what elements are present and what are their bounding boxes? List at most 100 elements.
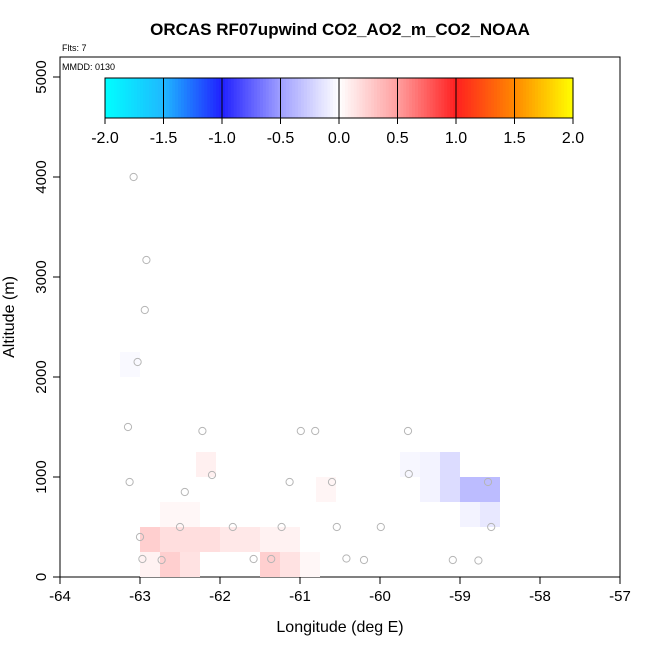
colorbar-segment xyxy=(260,78,264,118)
colorbar-segment xyxy=(324,78,328,118)
y-axis-label: Altitude (m) xyxy=(1,276,18,358)
colorbar-segment xyxy=(227,78,232,118)
colorbar-segment xyxy=(438,78,442,118)
colorbar-segment xyxy=(330,78,334,118)
colorbar-segment xyxy=(178,78,182,118)
colorbar-segment xyxy=(157,78,162,118)
colorbar-segment xyxy=(298,78,302,118)
colorbar-segment xyxy=(558,78,562,118)
y-axis: 0 1000 2000 3000 4000 5000 xyxy=(33,60,60,581)
colorbar-tick-label: -2.0 xyxy=(91,130,119,147)
chart-title: ORCAS RF07upwind CO2_AO2_m_CO2_NOAA xyxy=(150,20,530,39)
colorbar-segment xyxy=(365,78,369,118)
heatmap-cells xyxy=(120,352,500,577)
colorbar-tick-label: 2.0 xyxy=(562,130,584,147)
colorbar-segment xyxy=(131,78,135,118)
colorbar-segment xyxy=(245,78,249,118)
x-tick-label: -60 xyxy=(369,588,391,605)
colorbar-segment xyxy=(520,78,524,118)
colorbar-segment xyxy=(423,78,428,118)
colorbar-segment xyxy=(561,78,565,118)
colorbar-tick-label: 0.5 xyxy=(386,130,408,147)
colorbar-segment xyxy=(239,78,244,118)
colorbar-segment xyxy=(356,78,361,118)
sample-point xyxy=(342,554,351,563)
colorbar-segment xyxy=(406,78,410,118)
sample-point xyxy=(175,522,185,532)
colorbar-segment xyxy=(429,78,434,118)
colorbar-tick-label: 1.5 xyxy=(503,130,525,147)
colorbar-segment xyxy=(409,78,413,118)
colorbar-segment xyxy=(467,78,472,118)
colorbar-segment xyxy=(315,78,320,118)
sample-point xyxy=(359,555,369,565)
colorbar-segment xyxy=(242,78,246,118)
colorbar-segment xyxy=(415,78,419,118)
colorbar-segment xyxy=(529,78,533,118)
colorbar-segment xyxy=(426,78,431,118)
colorbar-segment xyxy=(224,78,229,118)
heatmap-cell xyxy=(180,552,200,577)
sample-point xyxy=(135,532,145,542)
colorbar-segment xyxy=(353,78,358,118)
colorbar-segment xyxy=(110,78,115,118)
colorbar-segment xyxy=(339,78,343,118)
colorbar-segment xyxy=(400,78,404,118)
colorbar-segment xyxy=(441,78,445,118)
heatmap-cell xyxy=(160,502,200,527)
colorbar-segment xyxy=(476,78,480,118)
colorbar-segment xyxy=(318,78,323,118)
heatmap-cell xyxy=(140,527,160,552)
colorbar-segment xyxy=(540,78,545,118)
sample-point xyxy=(285,477,294,487)
x-tick-label: -64 xyxy=(49,588,71,605)
sample-point xyxy=(267,554,276,564)
sample-point xyxy=(277,522,286,532)
colorbar-segment xyxy=(137,78,141,118)
colorbar-segment xyxy=(210,78,214,118)
colorbar-segment xyxy=(456,78,460,118)
colorbar-segment xyxy=(312,78,317,118)
colorbar-segment xyxy=(394,78,399,118)
heatmap-cell xyxy=(300,552,320,577)
colorbar-segment xyxy=(435,78,440,118)
colorbar-segment xyxy=(336,78,340,118)
colorbar-segment xyxy=(274,78,279,118)
colorbar-segment xyxy=(233,78,238,118)
colorbar-segment xyxy=(549,78,554,118)
colorbar-segment xyxy=(567,78,571,118)
heatmap-cell xyxy=(400,452,420,477)
heatmap-cell xyxy=(260,527,300,552)
colorbar-segment xyxy=(552,78,557,118)
colorbar-tick-label: -1.0 xyxy=(208,130,236,147)
colorbar-segment xyxy=(140,78,144,118)
x-axis: -64 -63 -62 -61 -60 -59 -58 -57 xyxy=(49,577,631,605)
colorbar-segment xyxy=(488,78,492,118)
colorbar-segment xyxy=(122,78,127,118)
y-tick-label: 4000 xyxy=(33,160,50,193)
colorbar-segment xyxy=(479,78,483,118)
heatmap-cell xyxy=(160,552,180,577)
colorbar-segment xyxy=(166,78,170,118)
sample-point xyxy=(180,487,189,497)
sample-point xyxy=(125,477,134,487)
colorbar-segment xyxy=(546,78,551,118)
colorbar-segment xyxy=(450,78,454,118)
colorbar-segment xyxy=(277,78,282,118)
colorbar-segment xyxy=(368,78,372,118)
colorbar-segment xyxy=(432,78,437,118)
y-tick-label: 2000 xyxy=(33,360,50,393)
heatmap-cell xyxy=(316,477,336,502)
colorbar-segment xyxy=(286,78,290,118)
colorbar-segment xyxy=(417,78,422,118)
sample-point xyxy=(487,522,496,532)
colorbar: -2.0 -1.5 -1.0 -0.5 0.0 0.5 1.0 1.5 2.0 xyxy=(91,77,584,147)
colorbar-segment xyxy=(461,78,466,118)
heatmap-cell xyxy=(160,527,220,552)
colorbar-segment xyxy=(391,78,396,118)
colorbar-segment xyxy=(198,78,203,118)
x-tick-label: -62 xyxy=(209,588,231,605)
x-tick-label: -58 xyxy=(529,588,551,605)
sample-point xyxy=(138,554,147,564)
